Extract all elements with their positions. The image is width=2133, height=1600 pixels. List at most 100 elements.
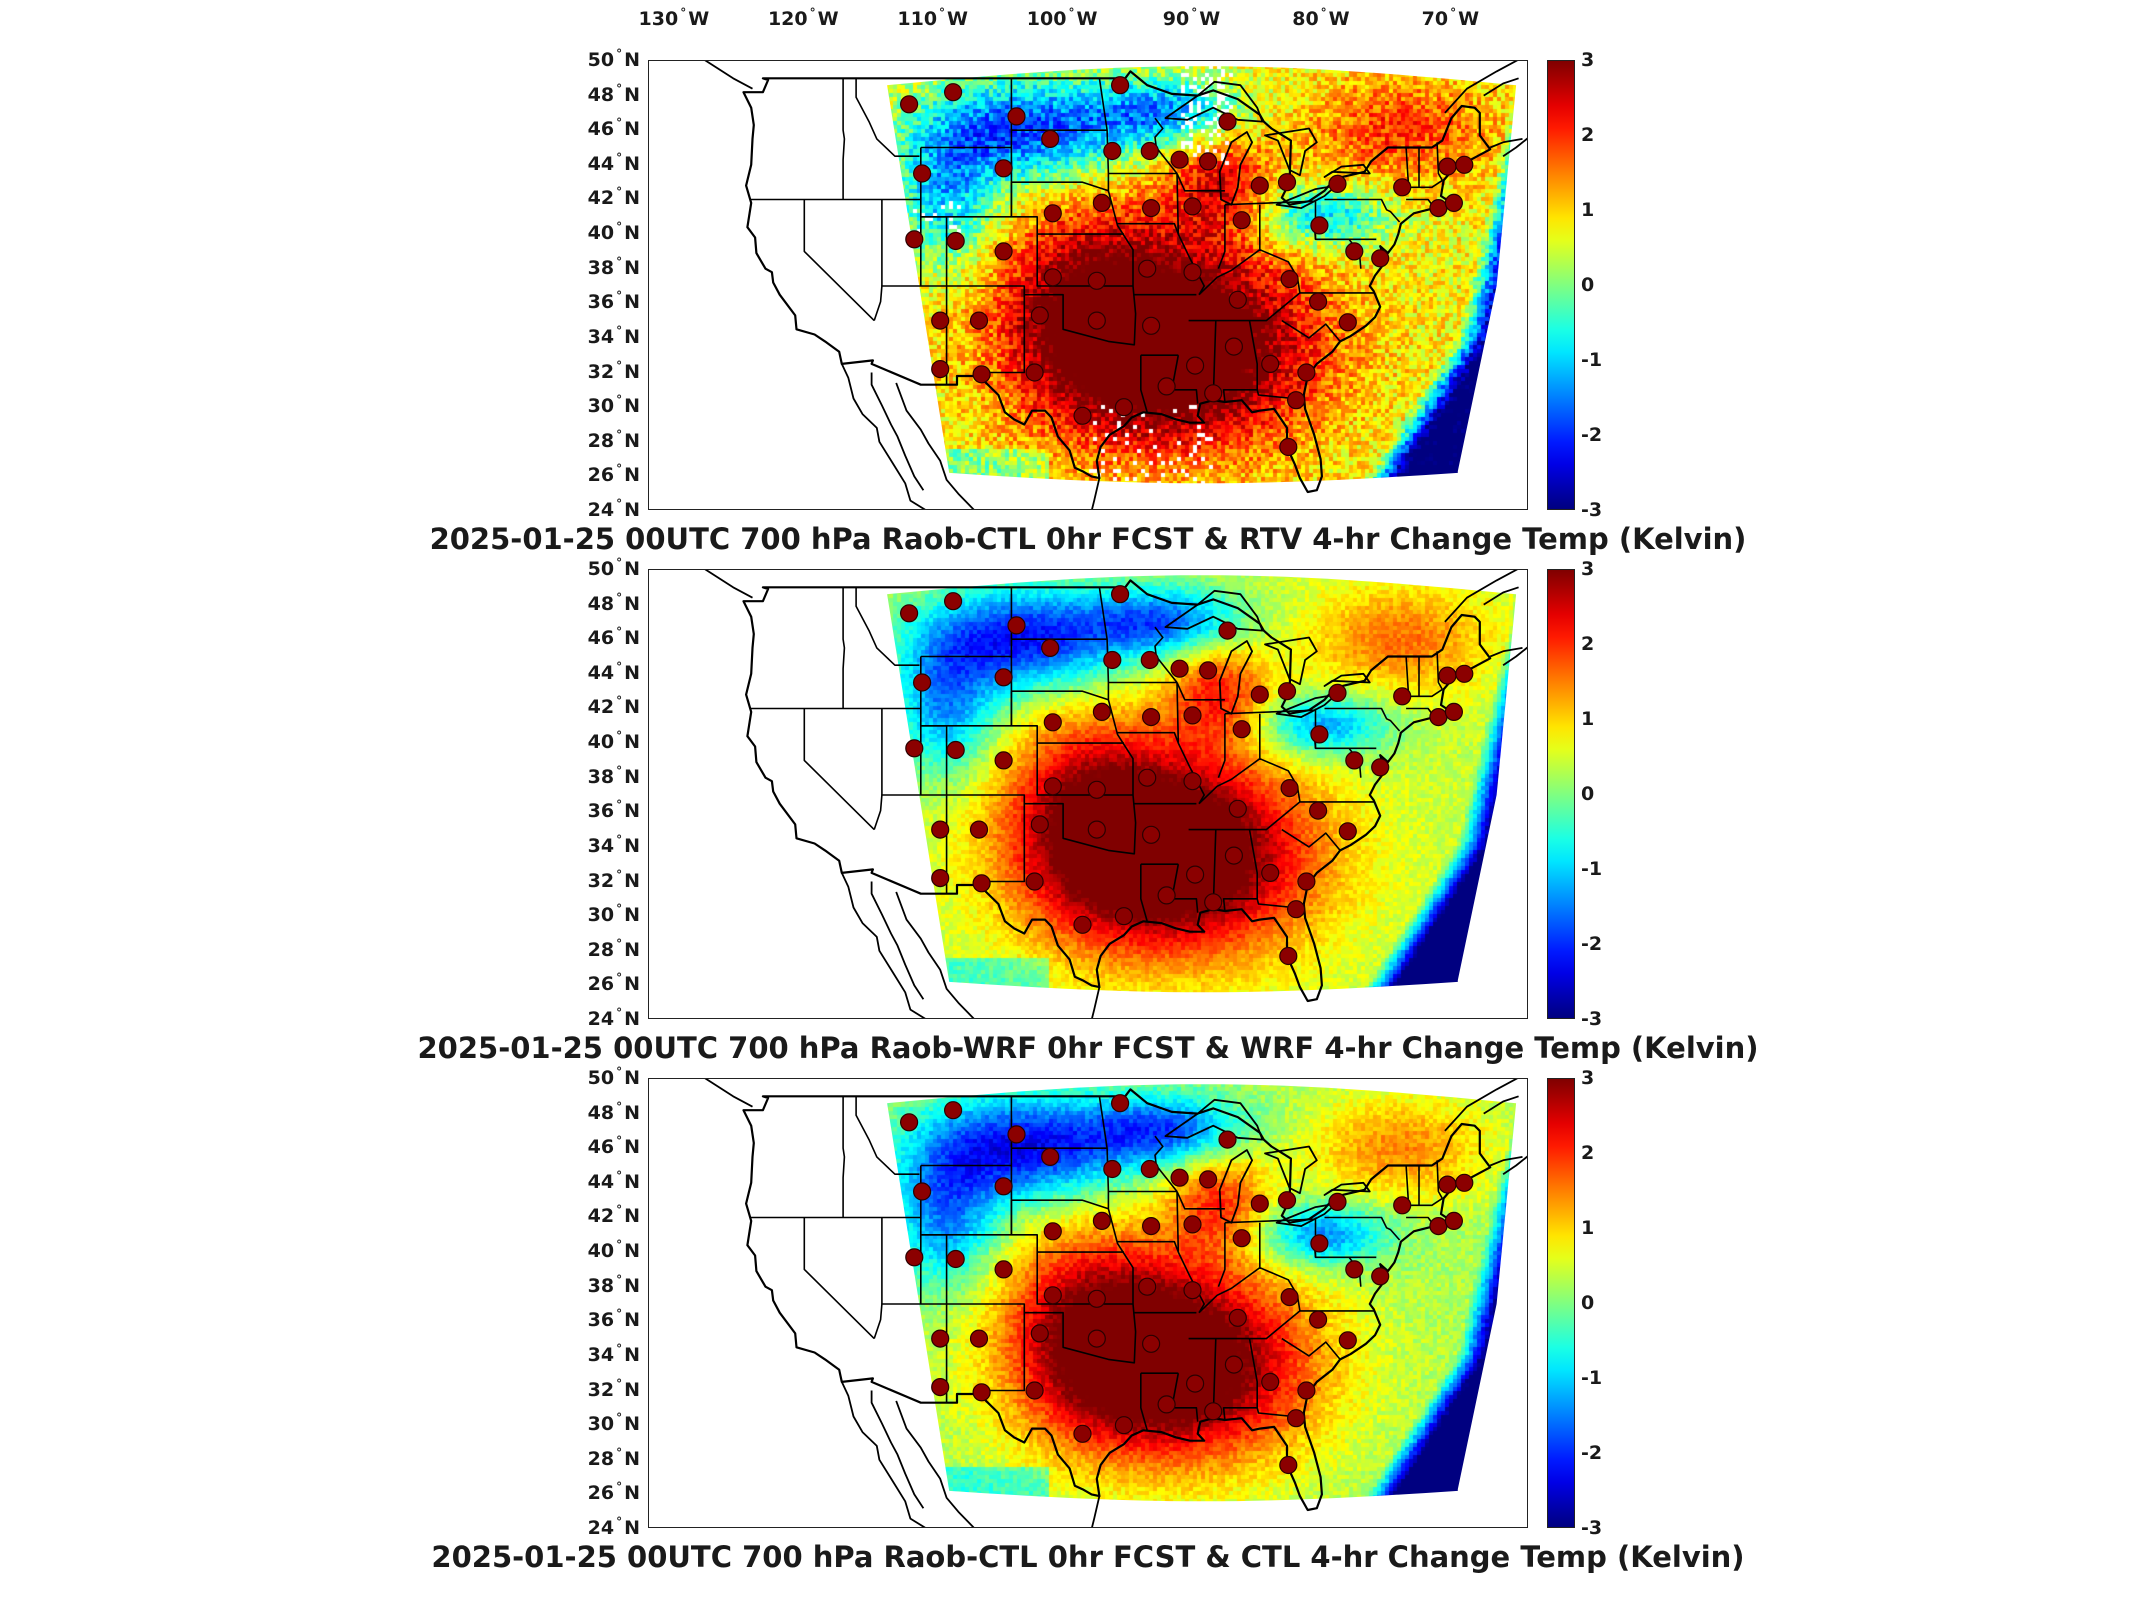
raob-site-marker (1297, 363, 1316, 382)
colorbar-tick-label: -2 (1581, 933, 1603, 955)
latitude-tick-label: 32 ° N (587, 358, 640, 383)
state-boundary (946, 1303, 1026, 1392)
raob-site-marker (1111, 76, 1130, 95)
latitude-tick-label: 42 ° N (587, 694, 640, 719)
raob-site-marker (1286, 391, 1306, 410)
raob-site-marker (905, 739, 924, 758)
state-boundary (842, 1096, 846, 1218)
colorbar-tick-label: -2 (1581, 1442, 1603, 1464)
latitude-tick-label: 36 ° N (587, 798, 640, 823)
state-boundary (1011, 690, 1109, 701)
latitude-tick-label: 30 ° N (587, 393, 640, 418)
longitude-tick-label: 120 ° W (767, 6, 839, 30)
raob-site-marker (1073, 915, 1092, 934)
raob-site-marker (1092, 193, 1111, 212)
raob-site-marker (1277, 173, 1297, 192)
state-boundary (1436, 1160, 1443, 1199)
latitude-tick-label: 32 ° N (587, 1376, 640, 1401)
raob-site-marker (1140, 141, 1159, 161)
raob-site-marker (1043, 713, 1062, 732)
raob-site-marker (1345, 242, 1364, 261)
raob-site-marker (1157, 377, 1176, 396)
state-boundary (1281, 319, 1341, 342)
raob-site-marker (969, 820, 989, 839)
canada-coastline (1483, 1095, 1519, 1115)
mexico-coastline (895, 1400, 975, 1527)
raob-site-marker (1261, 863, 1280, 882)
state-boundary (855, 78, 920, 157)
raob-site-marker (1087, 780, 1106, 799)
raob-site-marker (1030, 306, 1049, 325)
raob-site-marker (1183, 1281, 1202, 1300)
raob-site-marker (1280, 779, 1299, 798)
state-boundary (1188, 292, 1375, 322)
latitude-tick-label: 48 ° N (587, 590, 640, 615)
latitude-tick-label: 44 ° N (587, 150, 640, 175)
latitude-tick-label: 34 ° N (587, 1341, 640, 1366)
state-boundary (1117, 731, 1180, 744)
state-boundary (1324, 198, 1401, 223)
raob-site-marker (1087, 820, 1106, 839)
state-boundary (1011, 181, 1109, 192)
raob-site-marker (1087, 1289, 1106, 1308)
canada-coastline (1444, 1079, 1518, 1132)
latitude-tick-label: 34 ° N (587, 832, 640, 857)
raob-site-marker (1224, 337, 1244, 356)
raob-site-marker (1310, 216, 1329, 235)
raob-site-marker (1310, 1234, 1329, 1253)
raob-site-marker (1297, 1381, 1316, 1400)
raob-site-marker (1393, 1196, 1412, 1215)
raob-site-marker (1308, 292, 1328, 311)
state-boundary (1405, 1165, 1443, 1207)
raob-site-marker (1111, 585, 1130, 604)
raob-site-marker (1073, 406, 1092, 425)
great-lake-outline (1264, 1145, 1318, 1195)
latitude-tick-label: 26 ° N (587, 1480, 640, 1505)
latitude-tick-label: 28 ° N (587, 427, 640, 452)
raob-site-marker (1277, 1191, 1297, 1210)
state-boundary (1140, 355, 1148, 413)
state-boundary (1098, 1096, 1134, 1304)
raob-site-marker (972, 874, 991, 893)
raob-site-marker (1043, 1222, 1062, 1241)
mexico-coastline (1091, 1495, 1101, 1527)
state-boundary (1324, 707, 1401, 732)
great-lake-outline (1218, 1149, 1253, 1224)
longitude-tick-label: 130 ° W (638, 6, 710, 30)
raob-site-marker (1103, 141, 1122, 161)
raob-site-marker (913, 673, 932, 692)
raob-site-marker (972, 365, 991, 384)
colorbar-tick-label: 0 (1581, 274, 1595, 296)
temperature-change-field (887, 66, 1517, 484)
raob-site-marker (1250, 685, 1269, 704)
latitude-tick-label: 28 ° N (587, 1445, 640, 1470)
colorbar-tick-label: -1 (1581, 349, 1603, 371)
raob-site-marker (1087, 271, 1106, 290)
raob-site-marker (1338, 1331, 1357, 1350)
raob-site-marker (900, 95, 919, 114)
panel-title: 2025-01-25 00UTC 700 hPa Raob-CTL 0hr FC… (429, 522, 1747, 556)
great-lake-outline (1218, 640, 1253, 715)
raob-site-marker (931, 311, 950, 330)
latitude-tick-label: 40 ° N (587, 1238, 640, 1263)
raob-site-marker (1007, 1125, 1026, 1144)
canada-coastline (704, 1079, 753, 1108)
latitude-tick-label: 34 ° N (587, 323, 640, 348)
raob-site-marker (1286, 1409, 1306, 1428)
canada-coastline (1444, 570, 1518, 623)
raob-site-marker (1371, 249, 1390, 268)
latitude-tick-label: 30 ° N (587, 902, 640, 927)
canada-coastline (704, 570, 753, 599)
state-boundary (1140, 864, 1148, 922)
raob-site-marker (1261, 1372, 1280, 1391)
state-boundary (1224, 1218, 1316, 1224)
raob-site-marker (1228, 1308, 1247, 1327)
map-svg (704, 1079, 1527, 1527)
raob-site-marker (1286, 900, 1306, 919)
raob-site-marker (900, 1113, 919, 1132)
colorbar-tick-label: 0 (1581, 783, 1595, 805)
raob-site-marker (946, 231, 965, 251)
map-panel-ctl (648, 1078, 1528, 1528)
colorbar-tick-label: 1 (1581, 708, 1595, 730)
raob-site-marker (1138, 259, 1157, 278)
